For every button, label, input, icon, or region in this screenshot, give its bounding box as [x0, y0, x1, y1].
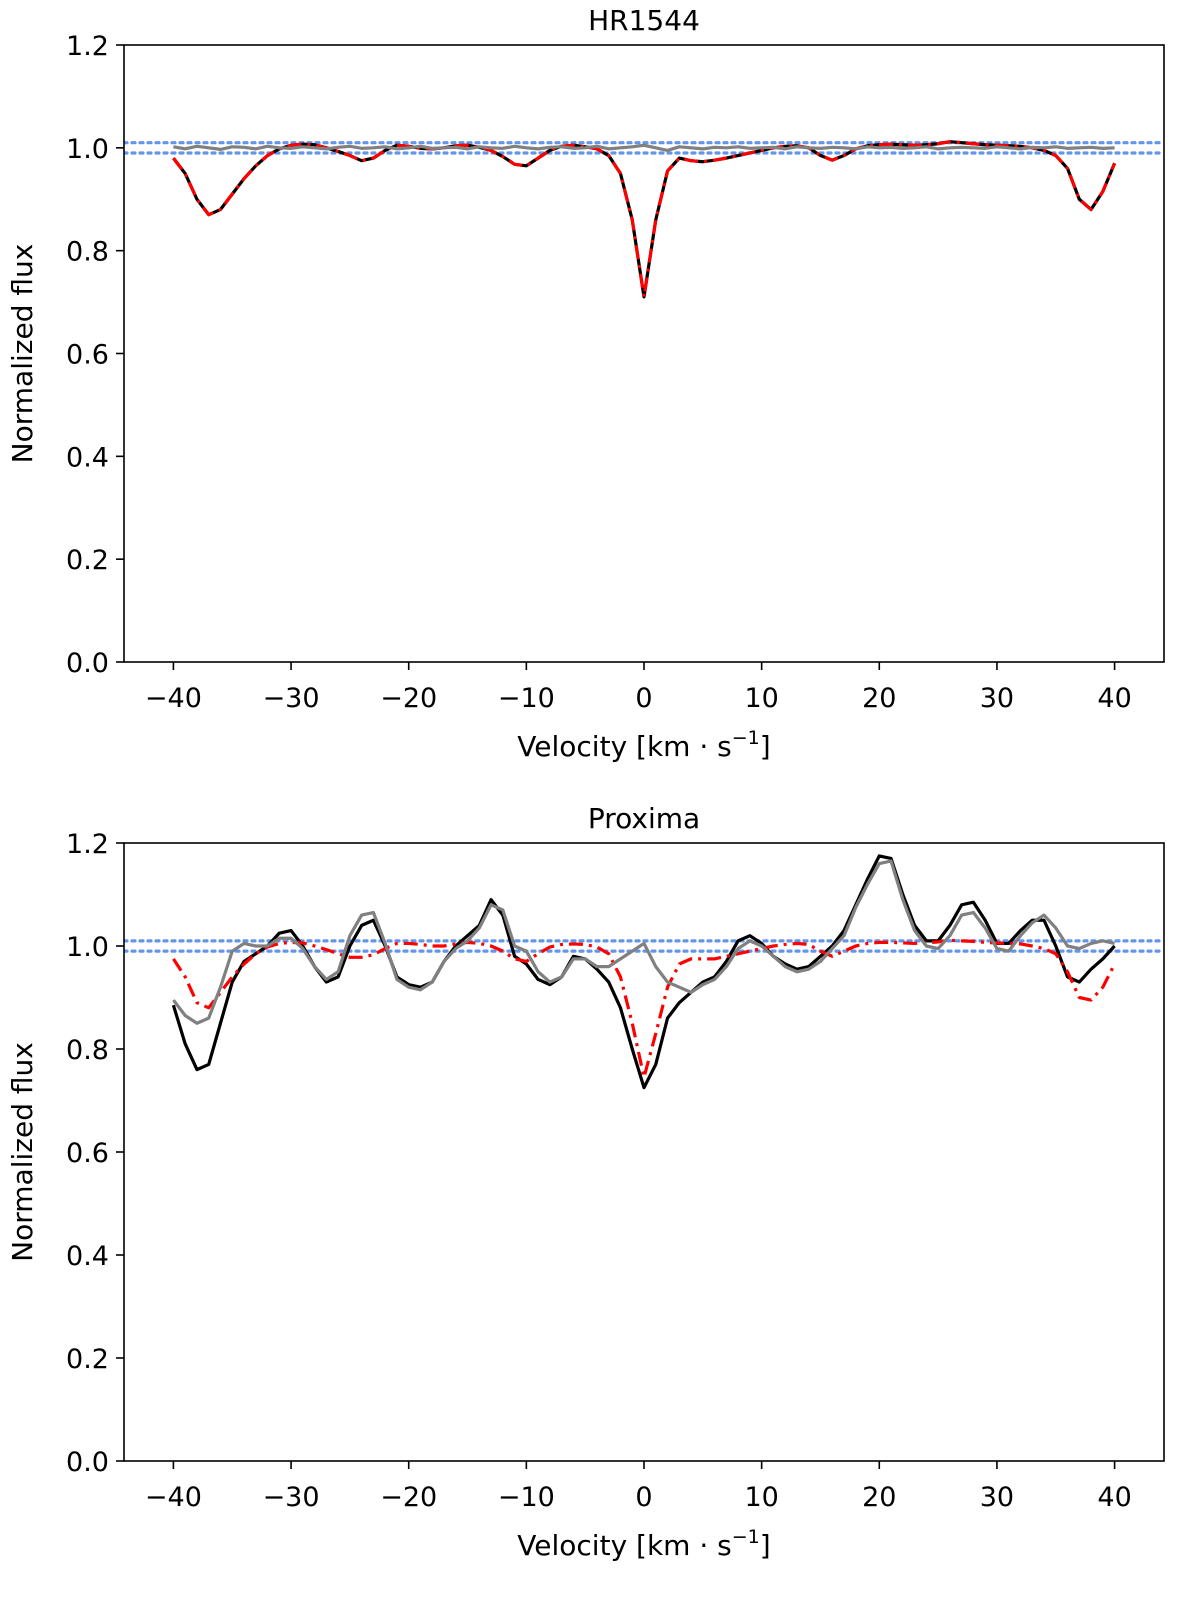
x-axis-label-main: Velocity [km · s: [517, 730, 731, 763]
x-tick-label: −40: [145, 1482, 202, 1513]
y-tick-label: 0.6: [66, 340, 109, 371]
chart-panel-2: Proxima −40 −30 −20 −10 0 10 20 30 40 0.0 0.2 0.4 0.6…: [6, 802, 1165, 1562]
y-tick-label: 0.0: [66, 1447, 109, 1478]
series-line-model: [172, 938, 1117, 1079]
y-tick-label: 0.4: [66, 442, 109, 473]
x-axis-label-main: Velocity [km · s: [517, 1529, 731, 1562]
y-tick-label: 0.8: [66, 1035, 109, 1066]
series-group: [171, 854, 1117, 1090]
x-axis-label-exponent: −1: [732, 1526, 760, 1548]
x-tick-label: 10: [744, 683, 778, 714]
y-tick-label: 0.2: [66, 545, 109, 576]
y-tick-label: 0.6: [66, 1138, 109, 1169]
x-tick-label: −30: [263, 1482, 320, 1513]
y-axis-label: Normalized flux: [6, 1042, 39, 1262]
x-tick-label: 30: [980, 1482, 1014, 1513]
y-tick-label: 1.0: [66, 932, 109, 963]
chart-panel-1: HR1544 −40 −30 −20 −10 0 10 20 30 40 0.0 0.2 0.4 0.6 0…: [6, 4, 1165, 763]
series-line-residual: [173, 143, 1115, 152]
y-tick-label: 1.2: [66, 31, 109, 62]
x-tick-label: 40: [1097, 683, 1131, 714]
y-tick-label: 0.0: [66, 648, 109, 679]
series-line-model: [172, 140, 1117, 299]
series-line-observed: [171, 854, 1116, 1090]
x-tick-label: −20: [380, 1482, 437, 1513]
x-axis-label-end: ]: [760, 730, 771, 763]
x-tick-label: −20: [380, 683, 437, 714]
x-tick-label: 20: [862, 683, 896, 714]
chart-title: Proxima: [588, 802, 700, 835]
y-axis-label: Normalized flux: [6, 244, 39, 464]
series-group: [172, 140, 1117, 299]
y-tick-label: 0.4: [66, 1241, 109, 1272]
x-tick-label: 0: [635, 683, 652, 714]
chart-title: HR1544: [588, 4, 700, 37]
x-axis-label: Velocity [km · s−1]: [517, 1526, 770, 1562]
y-tick-label: 1.0: [66, 134, 109, 165]
x-tick-label: 40: [1097, 1482, 1131, 1513]
x-tick-label: −10: [498, 1482, 555, 1513]
y-tick-label: 0.2: [66, 1344, 109, 1375]
series-line-residual: [172, 859, 1115, 1025]
y-tick-label: 0.8: [66, 237, 109, 268]
x-tick-label: 0: [635, 1482, 652, 1513]
x-tick-label: 10: [744, 1482, 778, 1513]
x-tick-label: −30: [263, 683, 320, 714]
x-axis-label: Velocity [km · s−1]: [517, 727, 770, 763]
x-tick-label: −10: [498, 683, 555, 714]
x-tick-label: 20: [862, 1482, 896, 1513]
x-axis-label-exponent: −1: [732, 727, 760, 749]
x-tick-label: 30: [980, 683, 1014, 714]
x-tick-label: −40: [145, 683, 202, 714]
x-axis-label-end: ]: [760, 1529, 771, 1562]
y-tick-label: 1.2: [66, 829, 109, 860]
